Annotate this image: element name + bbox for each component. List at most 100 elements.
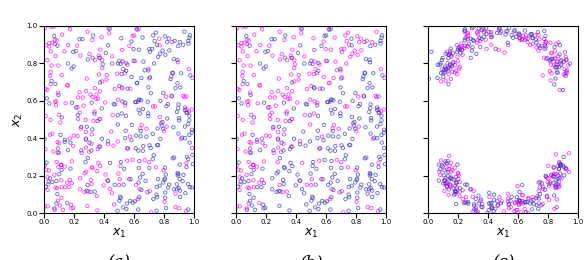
Point — [182, 110, 192, 115]
Point — [91, 86, 100, 90]
Point — [241, 150, 250, 154]
Point — [542, 40, 551, 44]
Point — [357, 48, 366, 53]
Point — [90, 112, 99, 116]
Point — [337, 166, 346, 170]
Point — [242, 42, 252, 46]
Point — [73, 134, 82, 138]
Point — [355, 102, 364, 106]
Point — [105, 31, 114, 35]
Point — [47, 63, 56, 68]
Point — [263, 49, 273, 53]
Point — [142, 135, 151, 139]
Point — [184, 41, 193, 46]
Point — [373, 105, 382, 109]
Point — [232, 204, 242, 209]
Point — [347, 184, 356, 188]
Point — [179, 173, 188, 177]
Point — [83, 57, 92, 62]
Point — [531, 41, 541, 45]
Point — [327, 159, 336, 163]
Point — [371, 94, 380, 98]
Point — [547, 51, 556, 55]
Point — [521, 200, 530, 205]
Point — [284, 194, 294, 198]
Point — [244, 179, 253, 183]
Point — [149, 153, 158, 157]
Point — [475, 36, 484, 40]
Point — [55, 172, 64, 176]
Point — [330, 172, 339, 176]
Point — [182, 111, 191, 115]
Point — [64, 148, 73, 152]
Point — [62, 201, 72, 205]
Point — [366, 172, 375, 176]
Point — [307, 183, 316, 187]
Point — [88, 34, 98, 38]
Point — [275, 57, 284, 62]
Point — [232, 137, 241, 141]
Point — [184, 67, 193, 71]
Point — [179, 94, 188, 98]
Point — [71, 49, 81, 53]
Point — [54, 113, 64, 117]
Point — [450, 70, 460, 75]
Point — [187, 130, 196, 134]
Point — [87, 101, 96, 105]
Point — [342, 61, 351, 66]
Point — [310, 86, 319, 90]
Point — [424, 77, 433, 81]
Point — [376, 207, 385, 212]
Point — [90, 109, 99, 114]
Point — [185, 140, 194, 145]
Point — [447, 64, 456, 69]
Point — [522, 214, 531, 218]
Point — [468, 38, 478, 42]
Point — [131, 133, 141, 138]
Point — [296, 31, 305, 35]
Point — [452, 185, 461, 190]
Point — [456, 46, 465, 50]
Point — [377, 185, 387, 189]
Point — [440, 178, 450, 182]
Point — [473, 38, 482, 42]
Point — [340, 157, 350, 161]
Point — [318, 177, 328, 181]
Point — [436, 61, 445, 66]
Point — [517, 210, 526, 214]
Point — [374, 110, 384, 115]
Point — [271, 103, 280, 108]
Point — [109, 102, 119, 106]
Point — [144, 111, 153, 115]
Point — [238, 49, 248, 53]
Point — [523, 37, 533, 41]
Point — [116, 164, 125, 168]
Point — [120, 136, 130, 140]
Point — [166, 74, 176, 79]
Point — [555, 160, 564, 164]
Point — [557, 58, 566, 62]
Point — [518, 199, 527, 203]
Point — [171, 192, 180, 196]
Point — [89, 119, 98, 123]
Point — [472, 41, 482, 45]
Point — [87, 165, 96, 169]
Point — [517, 37, 526, 42]
Point — [97, 106, 106, 110]
Point — [172, 187, 182, 191]
Point — [454, 177, 463, 181]
Point — [305, 209, 314, 213]
Point — [50, 34, 59, 38]
Point — [132, 27, 141, 31]
Point — [50, 38, 60, 42]
Point — [367, 162, 377, 167]
Point — [558, 163, 568, 167]
Point — [532, 196, 541, 200]
Point — [376, 67, 385, 71]
Point — [249, 163, 258, 167]
Point — [465, 187, 475, 191]
Point — [458, 53, 467, 57]
Point — [442, 50, 451, 54]
Point — [443, 159, 453, 163]
Point — [103, 178, 112, 183]
